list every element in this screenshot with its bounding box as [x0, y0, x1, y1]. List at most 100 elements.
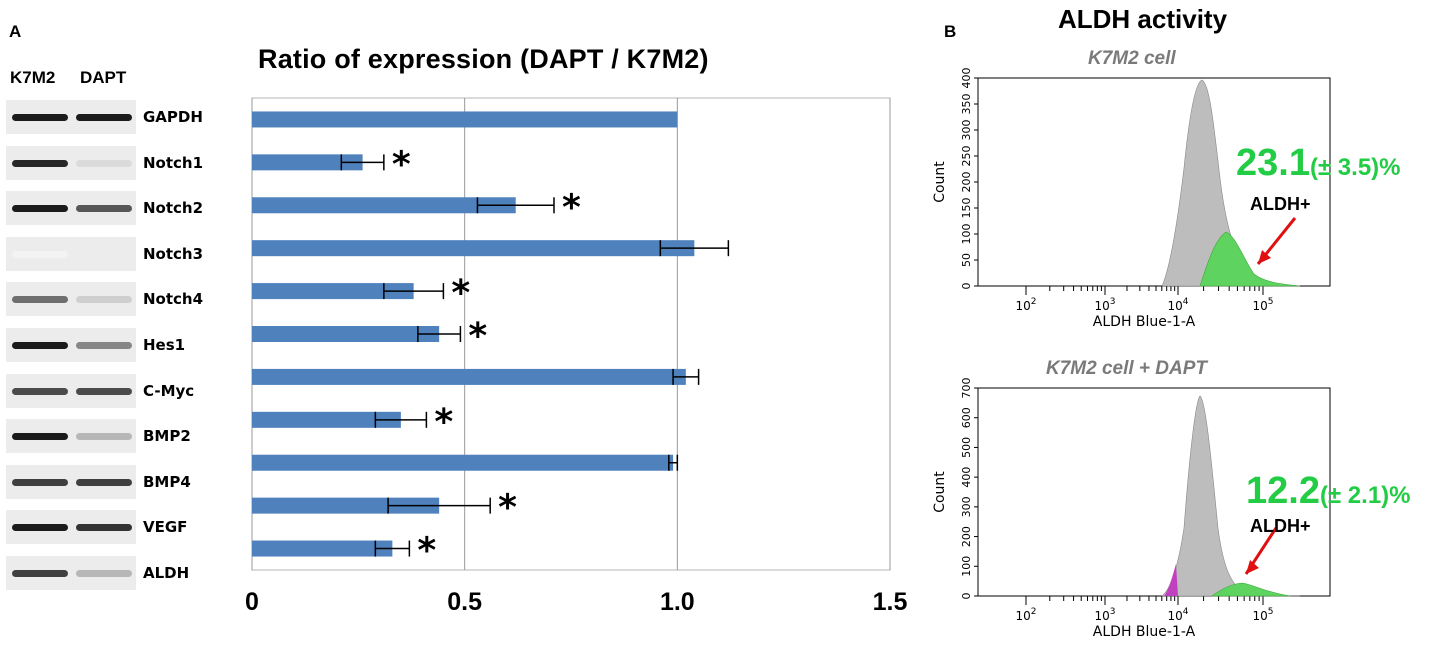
gel-band-k7m2 — [12, 524, 68, 532]
gel-band-dapt — [76, 296, 132, 304]
y-tick-label: 600 — [960, 407, 973, 428]
gel-strip — [6, 145, 136, 180]
bar-gapdh — [252, 111, 678, 128]
gene-label: Notch4 — [143, 290, 204, 309]
x-tick-label: 1.5 — [873, 588, 908, 616]
bar-vegf — [252, 497, 440, 514]
x-tick-label: 1.0 — [660, 588, 695, 616]
gel-band-dapt — [76, 478, 132, 486]
significance-star: * — [498, 488, 517, 529]
gene-label: VEGF — [143, 518, 188, 537]
y-tick-label: 300 — [960, 496, 973, 517]
bar-notch2 — [252, 197, 516, 214]
x-axis-label: ALDH Blue-1-A — [1093, 624, 1196, 640]
y-tick-label: 50 — [960, 253, 973, 267]
x-tick-label: 104 — [1167, 297, 1188, 313]
red-arrow-head — [1258, 250, 1271, 264]
gel-strip — [6, 282, 136, 317]
bar-bmp4 — [252, 454, 674, 471]
gel-strip — [6, 236, 136, 271]
x-tick-exponent: 5 — [1268, 607, 1274, 617]
histogram-1-percent-value: 23.1 — [1236, 142, 1310, 184]
x-tick-exponent: 3 — [1110, 607, 1116, 617]
gene-label: ALDH — [143, 564, 190, 582]
histogram-1-percent: 23.1(± 3.5)% — [1236, 142, 1401, 185]
y-tick-label: 0 — [960, 593, 973, 600]
red-arrow-head — [1246, 560, 1259, 574]
significance-star: * — [451, 273, 470, 314]
y-tick-label: 400 — [960, 68, 973, 89]
gel-band-k7m2 — [12, 342, 68, 349]
gel-band-dapt — [76, 342, 132, 349]
gel-band-dapt — [76, 205, 132, 213]
x-tick-exponent: 3 — [1110, 297, 1116, 307]
gel-band-k7m2 — [12, 570, 68, 577]
histogram-aldh-positive-gate — [1199, 231, 1301, 287]
x-tick-exponent: 2 — [1031, 297, 1037, 307]
y-tick-label: 150 — [960, 198, 973, 219]
x-tick-exponent: 5 — [1268, 297, 1274, 307]
histogram-1-percent-sd: (± 3.5)% — [1309, 154, 1401, 181]
gel-strip — [6, 191, 136, 226]
gene-label: BMP4 — [143, 472, 191, 491]
histogram-aldh-positive-gate — [1211, 582, 1291, 597]
bar-chart-title: Ratio of expression (DAPT / K7M2) — [258, 44, 709, 74]
x-axis-label: ALDH Blue-1-A — [1093, 314, 1196, 330]
x-tick-label: 105 — [1252, 297, 1273, 313]
x-tick-exponent: 4 — [1183, 297, 1189, 307]
gel-column-header-dapt: DAPT — [80, 68, 127, 87]
x-tick-label: 0.5 — [447, 588, 482, 616]
gene-label: BMP2 — [143, 427, 191, 446]
gel-band-k7m2 — [12, 205, 68, 213]
panel-b-letter: B — [944, 22, 957, 41]
panel-a-letter: A — [9, 22, 22, 41]
bar-aldh — [252, 540, 393, 557]
gel-band-k7m2 — [12, 114, 68, 121]
histogram-1-gate-label: ALDH+ — [1250, 194, 1311, 214]
gel-band-dapt — [76, 387, 132, 395]
gel-strip — [6, 373, 136, 408]
gene-label: Notch3 — [143, 244, 204, 263]
y-tick-label: 200 — [960, 172, 973, 193]
x-tick-label: 0 — [245, 588, 259, 616]
gel-band-k7m2 — [12, 250, 68, 258]
gene-label: Hes1 — [143, 336, 186, 354]
gene-label: C-Myc — [143, 381, 195, 400]
gel-strip — [6, 464, 136, 499]
significance-star: * — [562, 187, 581, 228]
histogram-2-gate-label: ALDH+ — [1250, 516, 1311, 536]
significance-star: * — [417, 531, 436, 572]
gel-band-dapt — [76, 250, 132, 258]
gel-band-dapt — [76, 433, 132, 441]
x-tick-exponent: 4 — [1183, 607, 1189, 617]
gel-band-dapt — [76, 524, 132, 532]
gel-strip — [6, 100, 136, 134]
bar-hes1 — [252, 326, 440, 342]
histogram-2-title: K7M2 cell + DAPT — [1046, 358, 1208, 379]
gel-strip — [6, 510, 136, 545]
gel-band-k7m2 — [12, 159, 68, 167]
bar-notch1 — [252, 154, 363, 171]
y-tick-label: 500 — [960, 437, 973, 458]
x-tick-label: 105 — [1252, 607, 1273, 623]
histogram-2-percent: 12.2(± 2.1)% — [1246, 470, 1411, 513]
gene-label: GAPDH — [143, 108, 203, 126]
gel-band-dapt — [76, 159, 132, 167]
y-tick-label: 200 — [960, 526, 973, 547]
significance-star: * — [392, 144, 411, 185]
bar-notch3 — [252, 240, 695, 257]
gene-label: Notch2 — [143, 199, 204, 218]
histogram-k7m2: 0 50 100 150 200 250 300 350 400 Count 102 103 104 10… — [932, 68, 1331, 330]
gel-band-k7m2 — [12, 296, 68, 304]
x-tick-exponent: 2 — [1031, 607, 1037, 617]
y-tick-label: 100 — [960, 224, 973, 245]
y-tick-label: 300 — [960, 120, 973, 141]
y-axis-label: Count — [932, 161, 948, 203]
histogram-k7m2-dapt: 0 100 200 300 400 500 600 700 Count 102 103 104 105 A… — [932, 378, 1331, 640]
y-tick-label: 250 — [960, 146, 973, 167]
bar-notch4 — [252, 283, 414, 300]
x-tick-label: 104 — [1167, 607, 1188, 623]
y-tick-label: 350 — [960, 94, 973, 115]
gel-band-dapt — [76, 114, 132, 121]
y-tick-label: 100 — [960, 556, 973, 577]
